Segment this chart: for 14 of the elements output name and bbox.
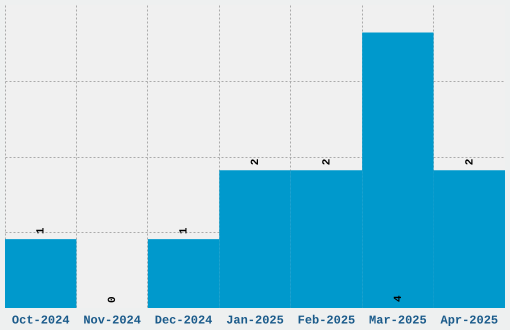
x-tick-label: Nov-2024	[83, 314, 141, 328]
data-label: 1	[178, 227, 191, 234]
data-label: 4	[392, 295, 405, 302]
x-tick-label: Mar-2025	[369, 314, 427, 328]
data-label: 1	[36, 227, 48, 234]
x-tick-label: Dec-2024	[154, 314, 212, 328]
x-tick-label: Apr-2025	[440, 314, 498, 328]
data-label: 2	[464, 158, 476, 166]
data-label: 2	[250, 158, 262, 166]
data-label: 0	[107, 296, 120, 303]
x-tick-label: Oct-2024	[12, 314, 70, 328]
x-tick-label: Jan-2025	[226, 314, 284, 328]
x-tick-label: Feb-2025	[298, 314, 356, 328]
data-label: 2	[321, 158, 334, 166]
